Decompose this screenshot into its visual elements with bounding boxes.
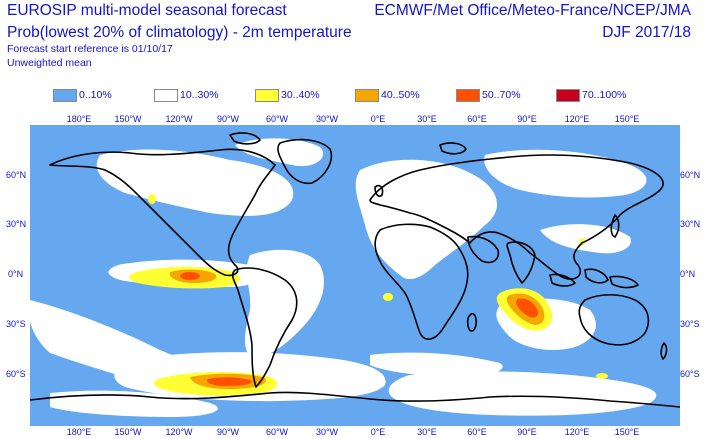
lat-label-right: 60°N	[680, 170, 701, 180]
season-label: DJF 2017/18	[602, 24, 691, 41]
legend-label: 10..30%	[180, 89, 219, 101]
legend-label: 50..70%	[482, 89, 521, 101]
probability-50-70-areas	[180, 272, 539, 386]
lat-label-right: 0°N	[680, 269, 696, 279]
legend-swatch	[53, 89, 77, 102]
lat-label-left: 60°S	[6, 369, 26, 379]
lon-label-top: 180°E	[66, 114, 92, 124]
lon-label-bottom: 60°W	[265, 427, 289, 437]
map-subtitle: Prob(lowest 20% of climatology) - 2m tem…	[7, 24, 352, 41]
lat-label-left: 30°S	[6, 319, 26, 329]
lon-label-top: 120°W	[165, 114, 193, 124]
forecast-reference: Forecast start reference is 01/10/17	[7, 43, 173, 55]
lon-label-bottom: 30°W	[315, 427, 339, 437]
legend: 0..10% 10..30% 30..40% 40..50% 50..70% 7…	[0, 89, 705, 103]
legend-swatch	[556, 89, 580, 102]
legend-label: 40..50%	[381, 89, 420, 101]
lon-label-top: 0°E	[370, 114, 386, 124]
lat-label-right: 60°S	[680, 369, 700, 379]
lon-label-bottom: 90°W	[216, 427, 240, 437]
legend-swatch	[456, 89, 480, 102]
lon-label-top: 60°E	[467, 114, 487, 124]
lon-label-bottom: 30°E	[417, 427, 437, 437]
legend-swatch	[154, 89, 178, 102]
lon-label-top: 60°W	[265, 114, 289, 124]
lat-label-left: 30°N	[6, 219, 27, 229]
lon-label-top: 30°W	[315, 114, 339, 124]
lon-label-bottom: 60°E	[467, 427, 487, 437]
lon-label-top: 150°E	[614, 114, 640, 124]
lon-label-bottom: 150°W	[114, 427, 142, 437]
lon-label-top: 150°W	[114, 114, 142, 124]
lon-label-bottom: 150°E	[614, 427, 640, 437]
lon-label-bottom: 120°W	[165, 427, 193, 437]
lat-label-right: 30°S	[680, 319, 700, 329]
lon-label-bottom: 120°E	[564, 427, 590, 437]
legend-label: 30..40%	[281, 89, 320, 101]
lat-label-left: 0°N	[8, 269, 24, 279]
lon-label-bottom: 90°E	[517, 427, 537, 437]
lat-label-left: 60°N	[6, 170, 27, 180]
lat-label-right: 30°N	[680, 219, 701, 229]
lon-label-bottom: 0°E	[370, 427, 386, 437]
lon-label-top: 30°E	[417, 114, 437, 124]
legend-swatch	[255, 89, 279, 102]
legend-swatch	[355, 89, 379, 102]
centres-label: ECMWF/Met Office/Meteo-France/NCEP/JMA	[374, 2, 691, 19]
lon-label-bottom: 180°E	[66, 427, 92, 437]
weighting-note: Unweighted mean	[7, 57, 92, 69]
legend-label: 0..10%	[79, 89, 112, 101]
legend-label: 70..100%	[582, 89, 627, 101]
coastlines	[30, 132, 680, 408]
forecast-map	[30, 125, 680, 426]
map-title: EUROSIP multi-model seasonal forecast	[7, 2, 287, 19]
lon-label-top: 120°E	[564, 114, 590, 124]
lon-label-top: 90°W	[216, 114, 240, 124]
lon-label-top: 90°E	[517, 114, 537, 124]
